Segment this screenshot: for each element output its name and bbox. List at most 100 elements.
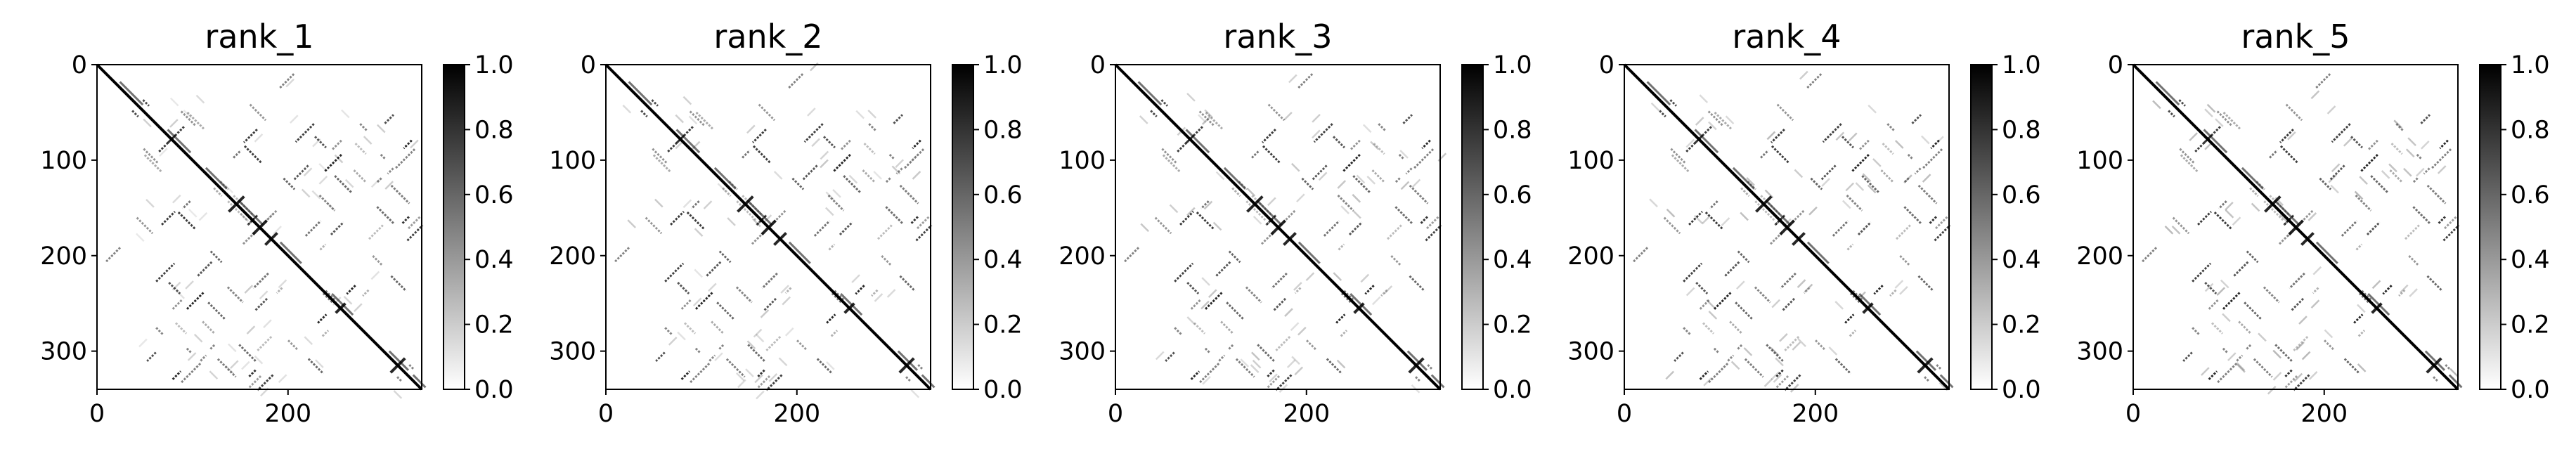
contact-signal [322, 292, 334, 304]
colorbar [443, 64, 465, 390]
contact-signal [314, 136, 327, 149]
contact-signal [259, 290, 268, 300]
contact-signal [1857, 221, 1872, 235]
contact-signal [209, 344, 216, 350]
contact-signal [2312, 266, 2322, 275]
contact-signal [1350, 139, 1361, 150]
contact-signal [2155, 81, 2180, 106]
contact-signal [828, 243, 836, 251]
contact-signal [401, 215, 411, 224]
contact-signal [1267, 197, 1276, 207]
contact-signal [888, 153, 895, 160]
contact-signal [1174, 327, 1182, 335]
contact-signal [1267, 375, 1281, 389]
contact-signal [171, 299, 183, 310]
contact-signal [1186, 316, 1196, 325]
contact-signal [1935, 216, 1948, 230]
contact-signal [227, 200, 248, 221]
contact-signal [1352, 209, 1361, 219]
contact-signal [1886, 123, 1895, 131]
contact-signal [2204, 283, 2214, 292]
contact-signal [161, 211, 176, 226]
contact-signal [855, 110, 865, 119]
contact-signal [628, 81, 653, 106]
contact-signal [2201, 367, 2210, 376]
contact-signal [303, 167, 313, 176]
contact-signal [688, 115, 698, 125]
contact-signal [167, 129, 192, 154]
contact-signal [1413, 148, 1435, 169]
contact-signal [1771, 371, 1780, 381]
contact-signal [885, 177, 891, 183]
contact-signal [263, 319, 272, 329]
contact-signal [1326, 358, 1343, 375]
contact-signal [278, 279, 287, 289]
contact-signal [763, 214, 772, 223]
contact-signal [380, 153, 387, 160]
contact-signal [2353, 313, 2364, 324]
contact-signal [1262, 129, 1276, 143]
contact-signal [1335, 313, 1346, 324]
contact-signal [652, 154, 671, 172]
contact-signal [2416, 153, 2423, 160]
colorbar [1461, 64, 1484, 390]
colorbar-tick-label: 1.0 [1493, 51, 1532, 79]
contact-signal [238, 344, 257, 363]
contact-signal [1250, 364, 1260, 373]
contact-signal [1340, 205, 1350, 214]
contact-signal [359, 123, 368, 131]
contact-signal [2420, 140, 2430, 150]
contact-signal [2246, 344, 2252, 350]
contact-signal [159, 148, 168, 157]
contact-signal [2251, 202, 2260, 212]
contact-signal [1201, 116, 1211, 125]
colorbar-tick-label: 0.0 [474, 376, 514, 404]
axes-frame [1115, 64, 1441, 390]
contact-signal [228, 343, 237, 353]
contact-signal [2238, 320, 2251, 335]
contact-signal [736, 372, 745, 382]
contact-signal [655, 351, 666, 362]
contact-signal [1409, 275, 1425, 292]
contact-signal [248, 375, 262, 389]
contact-signal [295, 123, 315, 143]
contact-signal [1694, 129, 1719, 154]
x-tick-label: 200 [264, 400, 311, 428]
contact-signal [640, 110, 648, 118]
contact-signal [2326, 105, 2336, 115]
contact-signal [2267, 385, 2277, 395]
contact-signal [2241, 167, 2264, 190]
contact-signal [765, 374, 783, 391]
contact-signal [1245, 200, 1267, 221]
colorbar-tick-label: 0.8 [1493, 116, 1532, 144]
contact-signal [1797, 338, 1806, 347]
contact-signal [1685, 287, 1695, 297]
contact-signal [146, 351, 157, 362]
contact-signal [290, 115, 299, 124]
contact-signal [874, 293, 884, 302]
contact-signal [1920, 135, 1930, 145]
contact-signal [694, 347, 701, 354]
contact-signal [2227, 352, 2237, 361]
contact-signal [827, 194, 845, 212]
colorbar-tick-label: 0.6 [983, 181, 1023, 209]
contact-signal [193, 333, 203, 343]
contact-signal [895, 159, 905, 168]
contact-signal [1855, 182, 1865, 191]
contact-signal [1649, 198, 1658, 208]
contact-signal [756, 369, 765, 379]
contact-signal [226, 286, 244, 304]
contact-signal [1771, 299, 1780, 309]
x-tick-label: 200 [1792, 400, 1839, 428]
contact-signal [753, 328, 763, 338]
colorbar [2479, 64, 2501, 390]
contact-signal [2197, 211, 2212, 226]
contact-signal [1929, 215, 1939, 224]
contact-signal [1266, 369, 1275, 379]
contact-signal [1917, 275, 1934, 292]
contact-signal [1427, 364, 1433, 370]
contact-signal [1725, 115, 1735, 125]
contact-signal [1889, 289, 1897, 297]
contact-signal [2225, 202, 2234, 211]
contact-signal [2308, 371, 2318, 380]
